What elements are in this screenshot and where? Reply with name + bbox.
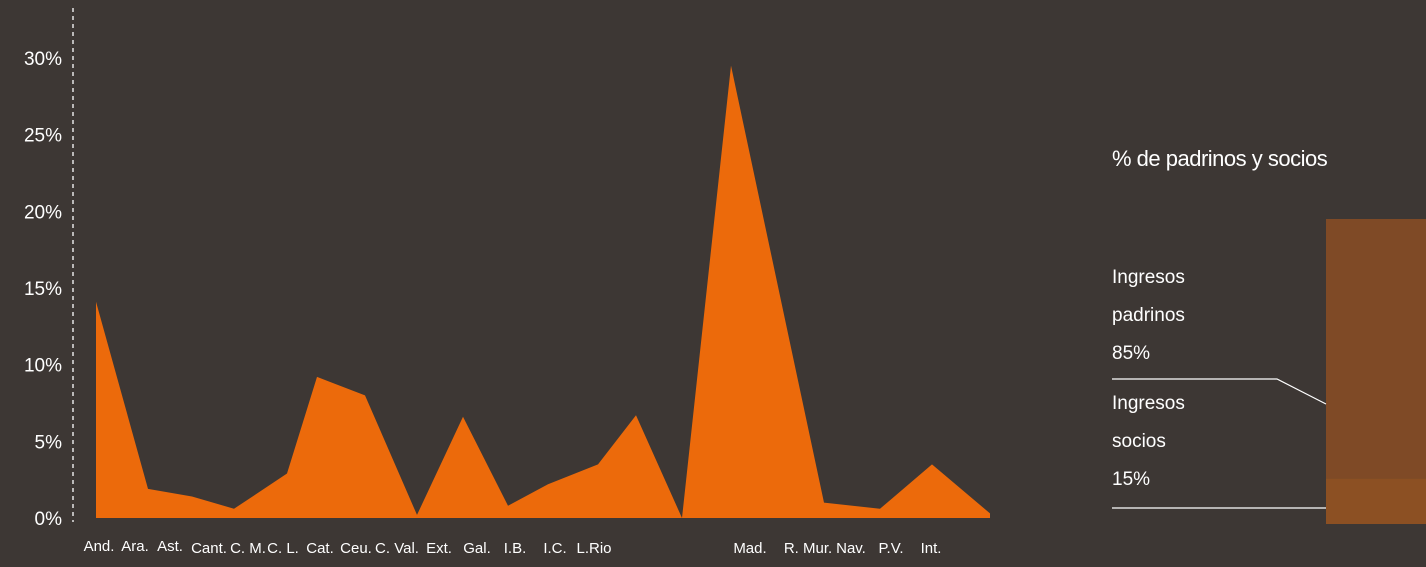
x-tick-label: L.Rio bbox=[576, 540, 611, 557]
x-tick-label: Mad. bbox=[733, 540, 766, 557]
x-tick-label: Nav. bbox=[836, 540, 866, 557]
x-tick-label: And. bbox=[84, 538, 115, 555]
x-tick-label: Int. bbox=[921, 540, 942, 557]
x-tick-label: I.C. bbox=[543, 540, 566, 557]
side-chart-title: % de padrinos y socios bbox=[1112, 146, 1328, 171]
bar-segment bbox=[1326, 219, 1426, 478]
segment-labels: Ingresos padrinos 85% Ingresos socios 15% bbox=[1112, 267, 1326, 508]
y-tick-label: 10% bbox=[24, 356, 62, 377]
x-tick-label: Ast. bbox=[157, 538, 183, 555]
x-tick-label: I.B. bbox=[504, 540, 527, 557]
y-tick-label: 30% bbox=[24, 49, 62, 70]
area-series bbox=[96, 66, 990, 518]
y-tick-label: 5% bbox=[35, 432, 63, 453]
segment-label: 15% bbox=[1112, 469, 1150, 490]
y-axis: 0% 5% 10% 15% 20% 25% 30% bbox=[24, 49, 62, 530]
x-tick-label: Cat. bbox=[306, 540, 334, 557]
x-tick-label: C. Val. bbox=[375, 540, 419, 557]
y-tick-label: 25% bbox=[24, 126, 62, 147]
x-tick-label: C. M. bbox=[230, 540, 266, 557]
x-tick-label: Ceu. bbox=[340, 540, 372, 557]
stacked-bar bbox=[1326, 219, 1426, 524]
bar-segment bbox=[1326, 478, 1426, 524]
x-tick-label: R. Mur. bbox=[784, 540, 832, 557]
y-tick-label: 15% bbox=[24, 279, 62, 300]
x-tick-label: C. L. bbox=[267, 540, 299, 557]
x-tick-label: Ara. bbox=[121, 538, 149, 555]
x-tick-label: Gal. bbox=[463, 540, 491, 557]
segment-label: socios bbox=[1112, 431, 1166, 452]
x-tick-label: Cant. bbox=[191, 540, 227, 557]
y-tick-label: 20% bbox=[24, 202, 62, 223]
x-tick-label: P.V. bbox=[878, 540, 903, 557]
x-axis: And. Ara. Ast. Cant.C. M.C. L. Cat. Ceu.C. Va… bbox=[84, 538, 942, 557]
segment-label: Ingresos bbox=[1112, 393, 1185, 414]
segment-label: Ingresos bbox=[1112, 267, 1185, 288]
segment-label: padrinos bbox=[1112, 305, 1185, 326]
x-tick-label: Ext. bbox=[426, 540, 452, 557]
area-plot bbox=[96, 66, 990, 518]
segment-label: 85% bbox=[1112, 343, 1150, 364]
y-tick-label: 0% bbox=[35, 509, 63, 530]
